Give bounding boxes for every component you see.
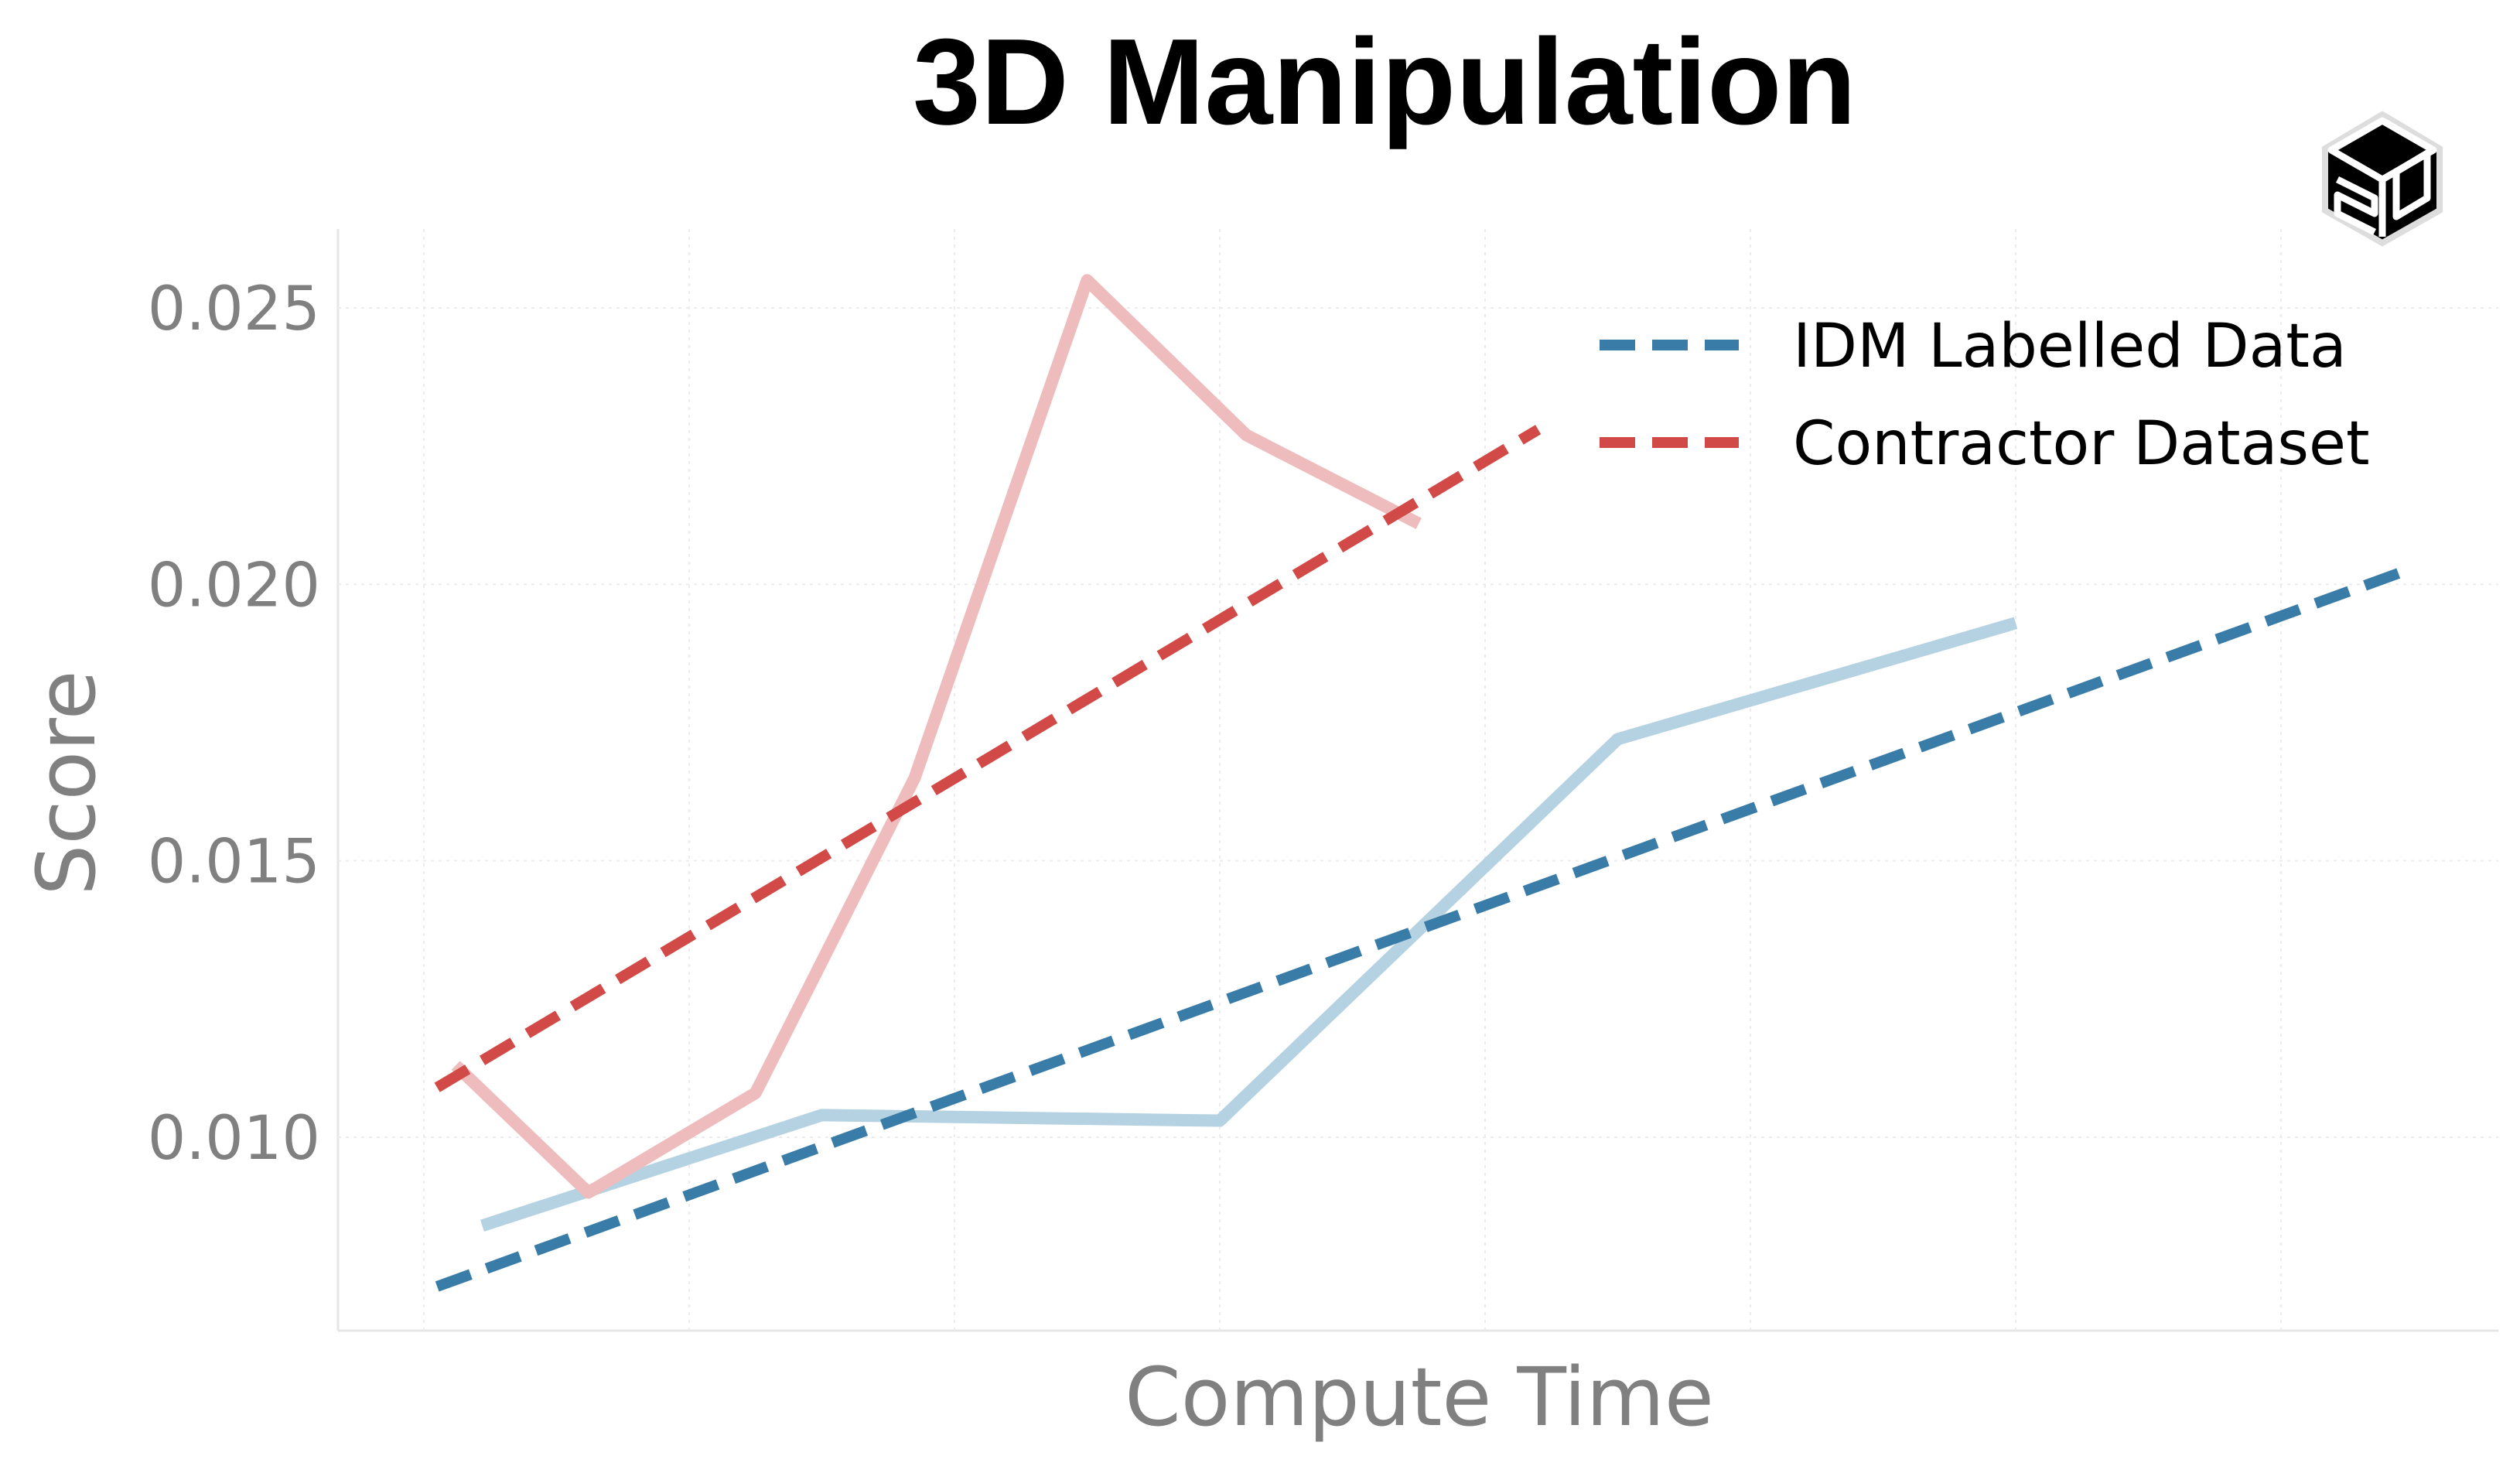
legend: IDM Labelled Data Contractor Dataset	[1600, 312, 2370, 479]
legend-label-contractor: Contractor Dataset	[1793, 409, 2370, 479]
trend-line-2	[435, 562, 2416, 1292]
y-tick-label: 0.020	[148, 551, 320, 620]
series-line-0	[480, 617, 2018, 1232]
y-tick-label: 0.015	[148, 828, 320, 897]
y-axis-label: Score	[19, 670, 114, 895]
cube-logo-icon	[2322, 111, 2443, 247]
y-tick-label: 0.010	[148, 1104, 320, 1174]
y-tick-labels: 0.010 0.015 0.020 0.025	[148, 275, 320, 1174]
x-axis-label: Compute Time	[1125, 1350, 1714, 1444]
y-tick-label: 0.025	[148, 275, 320, 344]
legend-label-idm: IDM Labelled Data	[1793, 312, 2347, 381]
chart-title: 3D Manipulation	[913, 14, 1856, 150]
trend-line-3	[434, 425, 1542, 1092]
series-lines	[434, 274, 2416, 1292]
series-line-1	[451, 274, 1422, 1199]
